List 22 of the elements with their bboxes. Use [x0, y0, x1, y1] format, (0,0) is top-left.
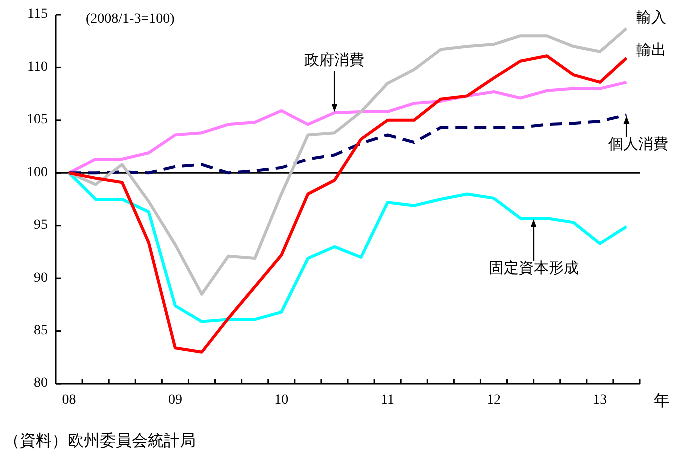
series-label: 輸出: [636, 42, 667, 60]
y-tick-label: 115: [28, 7, 48, 22]
y-tick-label: 95: [34, 218, 48, 234]
x-tick-label: 09: [168, 393, 182, 408]
x-tick-label: 12: [487, 393, 501, 408]
y-tick-label: 100: [27, 165, 48, 180]
y-tick-label: 85: [34, 324, 48, 339]
x-tick-label: 13: [593, 393, 608, 408]
x-tick-label: 08: [62, 393, 76, 408]
x-axis-title: 年: [654, 393, 670, 410]
y-tick-label: 110: [28, 60, 48, 75]
y-tick-label: 80: [34, 376, 48, 392]
series-label: 固定資本形成: [488, 260, 579, 278]
series-label: 個人消費: [608, 136, 669, 153]
chart-subtitle: (2008/1-3=100): [86, 12, 176, 27]
text: （資料）欧州委員会統計局: [4, 432, 196, 450]
x-tick-label: 11: [381, 393, 395, 408]
text: 政府消費: [304, 52, 365, 70]
x-tick-label: 10: [274, 393, 289, 408]
y-tick-label: 105: [27, 112, 48, 128]
series-label: 輸入: [636, 10, 667, 27]
y-tick-label: 90: [34, 270, 48, 286]
